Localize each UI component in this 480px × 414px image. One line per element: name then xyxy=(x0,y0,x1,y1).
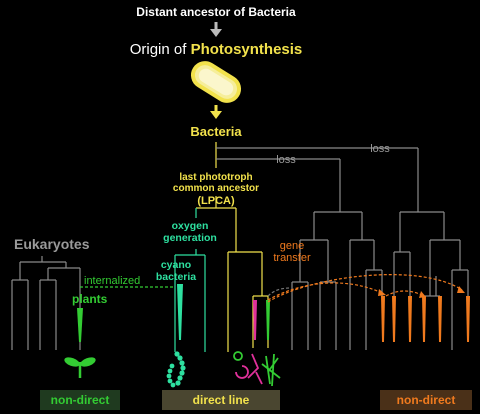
badge-center-label: direct line xyxy=(193,393,250,407)
arrow-down-icon xyxy=(210,105,222,119)
green-leaf-wedge xyxy=(266,300,270,340)
oxygen-label-1: oxygen xyxy=(172,220,209,232)
gene-transfer-label-1: gene xyxy=(280,240,304,252)
gene-transfer-arrowheads xyxy=(378,286,465,298)
origin-emph: Photosynthesis xyxy=(191,41,303,58)
eukaryote-tree xyxy=(11,256,81,350)
internalized-label: internalized xyxy=(84,275,140,287)
badge-left-label: non-direct xyxy=(51,393,110,407)
cyano-leaf-wedge xyxy=(177,284,183,340)
orange-leaf-wedges xyxy=(381,296,470,342)
bacterium-icon xyxy=(190,61,242,103)
seedling-icon xyxy=(64,357,96,378)
loss-branches xyxy=(216,147,419,212)
oxygen-label-2: generation xyxy=(163,232,217,244)
badge-right-label: non-direct xyxy=(397,393,456,407)
origin-prefix: Origin of xyxy=(130,41,191,58)
plants-label: plants xyxy=(72,292,108,306)
plants-leaf-wedge xyxy=(77,308,83,342)
lpca-label-1: last phototroph xyxy=(179,172,252,183)
gene-transfer-arrows xyxy=(267,274,463,303)
diverse-bacteria-icon xyxy=(233,351,281,387)
cyano-label-1: cyano xyxy=(161,259,191,271)
cyano-label-2: bacteria xyxy=(156,271,196,283)
eukaryotes-label: Eukaryotes xyxy=(14,236,90,252)
ancestor-label: Distant ancestor of Bacteria xyxy=(136,5,296,19)
loss-label-1: loss xyxy=(370,143,390,155)
cyanobacteria-chain-icon xyxy=(166,351,186,388)
origin-label: Origin of Photosynthesis xyxy=(130,41,303,58)
cyano-branch xyxy=(174,208,206,352)
gene-transfer-label-2: transfer xyxy=(273,252,311,264)
badge-center: direct line xyxy=(162,390,280,410)
lpca-label-3: (LPCA) xyxy=(197,195,235,207)
bacteria-label: Bacteria xyxy=(190,124,242,139)
lpca-label-2: common ancestor xyxy=(173,183,259,194)
loss-tree-1 xyxy=(291,211,383,350)
badge-right: non-direct xyxy=(380,390,472,410)
magenta-leaf-wedge xyxy=(253,300,257,340)
loss-tree-2 xyxy=(393,211,469,350)
arrow-down-icon xyxy=(210,22,222,37)
loss-label-2: loss xyxy=(276,154,296,166)
badge-left: non-direct xyxy=(40,390,120,410)
